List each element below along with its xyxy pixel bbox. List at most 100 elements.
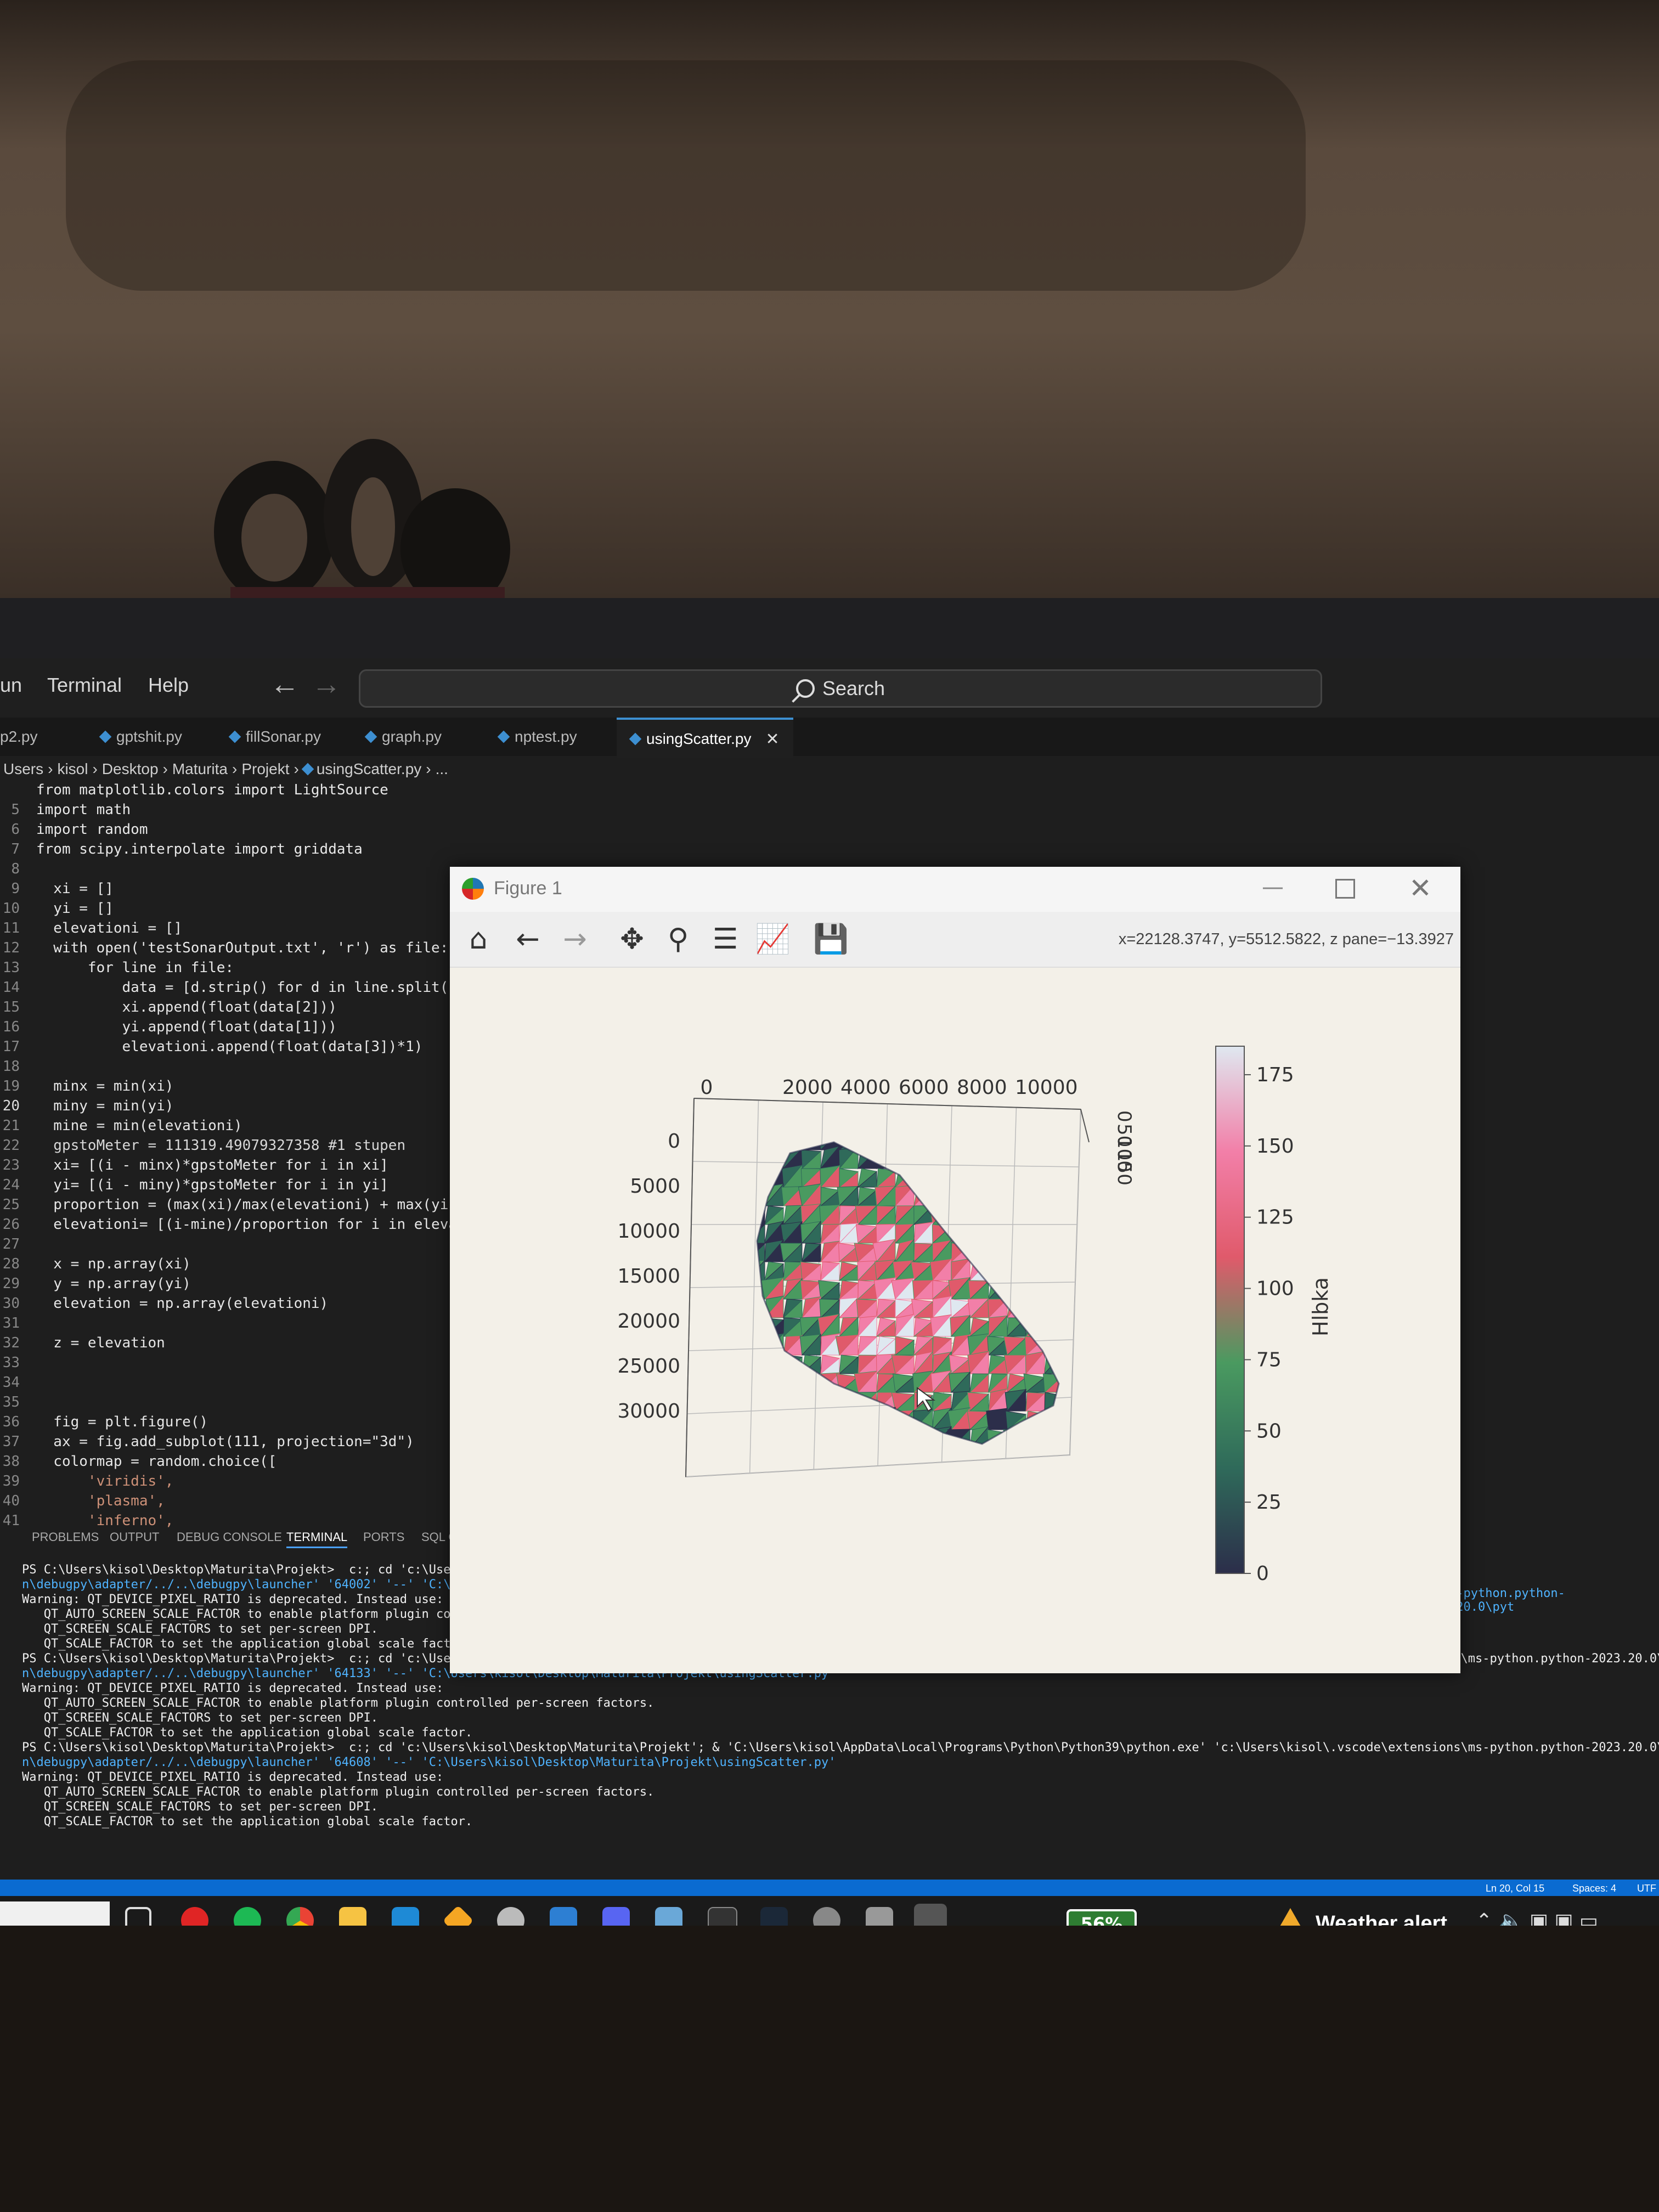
weather-alert[interactable]: Weather alert (1273, 1908, 1447, 1926)
code-line[interactable]: 30 elevation = np.array(elevationi) (0, 1294, 494, 1313)
code-line[interactable]: 13 for line in file: (0, 958, 494, 978)
code-line[interactable]: 15 xi.append(float(data[2])) (0, 997, 494, 1017)
code-line[interactable]: 22 gpstoMeter = 111319.49079327358 #1 st… (0, 1136, 494, 1155)
tab-graph[interactable]: graph.py (364, 718, 442, 756)
breadcrumb-item[interactable]: Desktop (101, 760, 159, 777)
tab-nptest[interactable]: nptest.py (497, 718, 577, 756)
task-view-icon[interactable] (125, 1907, 151, 1926)
code-line[interactable]: 10 yi = [] (0, 899, 494, 918)
code-line[interactable]: 27 (0, 1234, 494, 1254)
code-line[interactable]: 37 ax = fig.add_subplot(111, projection=… (0, 1432, 494, 1452)
taskbar-search-box[interactable] (0, 1901, 110, 1926)
panel-tab-terminal[interactable]: TERMINAL (286, 1530, 348, 1548)
minimize-icon[interactable]: — (1262, 874, 1284, 900)
python-figure-icon[interactable] (914, 1904, 947, 1926)
code-line[interactable]: 31 (0, 1313, 494, 1333)
code-line[interactable]: 16 yi.append(float(data[1])) (0, 1017, 494, 1037)
code-line[interactable]: 40 'plasma', (0, 1491, 494, 1511)
breadcrumb-item[interactable]: Projekt (241, 760, 290, 777)
breadcrumb-item[interactable]: usingScatter.py (316, 760, 422, 777)
code-line[interactable]: 7 from scipy.interpolate import griddata (0, 839, 494, 859)
code-line[interactable]: from matplotlib.colors import LightSourc… (0, 780, 494, 800)
code-line[interactable]: 28 x = np.array(xi) (0, 1254, 494, 1274)
figure-window[interactable]: Figure 1 — ✕ ⌂ ← → ✥ ⚲ ☰ 📈 💾 x=22128.374… (450, 867, 1460, 1673)
app-icon[interactable] (442, 1905, 474, 1926)
tab-usingscatter[interactable]: usingScatter.py ✕ (617, 718, 793, 758)
code-line[interactable]: 25 proportion = (max(xi)/max(elevationi)… (0, 1195, 494, 1215)
code-line[interactable]: 8 (0, 859, 494, 879)
breadcrumb-item[interactable]: ... (435, 760, 448, 777)
menu-terminal[interactable]: Terminal (47, 674, 122, 696)
close-tab-icon[interactable]: ✕ (765, 730, 780, 748)
menu-help[interactable]: Help (148, 674, 189, 696)
code-line[interactable]: 35 (0, 1392, 494, 1412)
code-line[interactable]: 5 import math (0, 800, 494, 820)
forward-arrow-icon[interactable]: → (312, 668, 341, 701)
vscode-icon[interactable] (392, 1907, 419, 1926)
subplots-icon[interactable]: ☰ (712, 923, 738, 956)
customize-icon[interactable]: 📈 (755, 923, 791, 956)
encoding[interactable]: UTF (1637, 1883, 1656, 1894)
code-line[interactable]: 26 elevationi= [(i-mine)/proportion for … (0, 1215, 494, 1234)
panel-tab-problems[interactable]: PROBLEMS (32, 1530, 99, 1544)
code-line[interactable]: 18 (0, 1057, 494, 1076)
settings-icon[interactable] (497, 1907, 524, 1926)
panel-tab-ports[interactable]: PORTS (363, 1530, 405, 1544)
tab-gptshit[interactable]: gptshit.py (99, 718, 182, 756)
breadcrumb-item[interactable]: Users (3, 760, 44, 777)
code-line[interactable]: 29 y = np.array(yi) (0, 1274, 494, 1294)
save-icon[interactable]: 💾 (813, 923, 849, 956)
code-editor[interactable]: from matplotlib.colors import LightSourc… (0, 780, 494, 1529)
code-line[interactable]: 20 miny = min(yi) (0, 1096, 494, 1116)
breadcrumb-item[interactable]: Maturita (172, 760, 228, 777)
app-icon[interactable] (866, 1907, 893, 1926)
opera-icon[interactable] (181, 1907, 208, 1926)
code-line[interactable]: 38 colormap = random.choice([ (0, 1452, 494, 1471)
code-line[interactable]: 39 'viridis', (0, 1471, 494, 1491)
back-icon[interactable]: ← (516, 923, 540, 956)
home-icon[interactable]: ⌂ (469, 923, 488, 956)
code-line[interactable]: 21 mine = min(elevationi) (0, 1116, 494, 1136)
code-line[interactable]: 14 data = [d.strip() for d in line.split… (0, 978, 494, 997)
menu-run[interactable]: un (0, 674, 22, 696)
back-arrow-icon[interactable]: ← (270, 668, 300, 701)
code-line[interactable]: 12 with open('testSonarOutput.txt', 'r')… (0, 938, 494, 958)
breadcrumb-item[interactable]: kisol (57, 760, 88, 777)
search-box[interactable]: Search (359, 669, 1322, 708)
app-icon[interactable] (813, 1907, 840, 1926)
file-explorer-icon[interactable] (339, 1907, 366, 1926)
code-line[interactable]: 19 minx = min(xi) (0, 1076, 494, 1096)
maximize-icon[interactable] (1335, 879, 1355, 899)
battery-indicator[interactable]: 56% (1066, 1909, 1137, 1926)
close-icon[interactable]: ✕ (1409, 872, 1432, 904)
pan-icon[interactable]: ✥ (620, 923, 644, 956)
code-line[interactable]: 36 fig = plt.figure() (0, 1412, 494, 1432)
code-line[interactable]: 34 (0, 1373, 494, 1392)
panel-tab-debug-console[interactable]: DEBUG CONSOLE (177, 1530, 282, 1544)
discord-icon[interactable] (602, 1907, 630, 1926)
forward-icon[interactable]: → (563, 923, 587, 956)
chrome-icon[interactable] (286, 1907, 314, 1926)
zoom-icon[interactable]: ⚲ (667, 923, 689, 956)
code-line[interactable]: 17 elevationi.append(float(data[3])*1) (0, 1037, 494, 1057)
3d-plot[interactable]: 0 2000 4000 6000 8000 10000050001000015000200… (450, 967, 1460, 1673)
code-line[interactable]: 9 xi = [] (0, 879, 494, 899)
code-line[interactable]: 11 elevationi = [] (0, 918, 494, 938)
app-icon[interactable] (655, 1907, 682, 1926)
tab-fillsonar[interactable]: fillSonar.py (228, 718, 321, 756)
code-line[interactable]: 33 (0, 1353, 494, 1373)
code-line[interactable]: 6 import random (0, 820, 494, 839)
panel-tab-output[interactable]: OUTPUT (110, 1530, 160, 1544)
code-line[interactable]: 32 z = elevation (0, 1333, 494, 1353)
tab-p2[interactable]: p2.py (0, 718, 38, 756)
code-line[interactable]: 23 xi= [(i - minx)*gpstoMeter for i in x… (0, 1155, 494, 1175)
system-tray-icons[interactable]: ⌃ 🔈 ▣ ▣ ▭ (1476, 1910, 1598, 1926)
code-line[interactable]: 24 yi= [(i - miny)*gpstoMeter for i in y… (0, 1175, 494, 1195)
spotify-icon[interactable] (234, 1907, 261, 1926)
cursor-position[interactable]: Ln 20, Col 15 (1486, 1883, 1545, 1894)
terminal-icon[interactable] (708, 1907, 737, 1926)
code-line[interactable]: 41 'inferno', (0, 1511, 494, 1531)
indent-setting[interactable]: Spaces: 4 (1572, 1883, 1617, 1894)
steam-icon[interactable] (760, 1907, 788, 1926)
snip-icon[interactable] (550, 1907, 577, 1926)
